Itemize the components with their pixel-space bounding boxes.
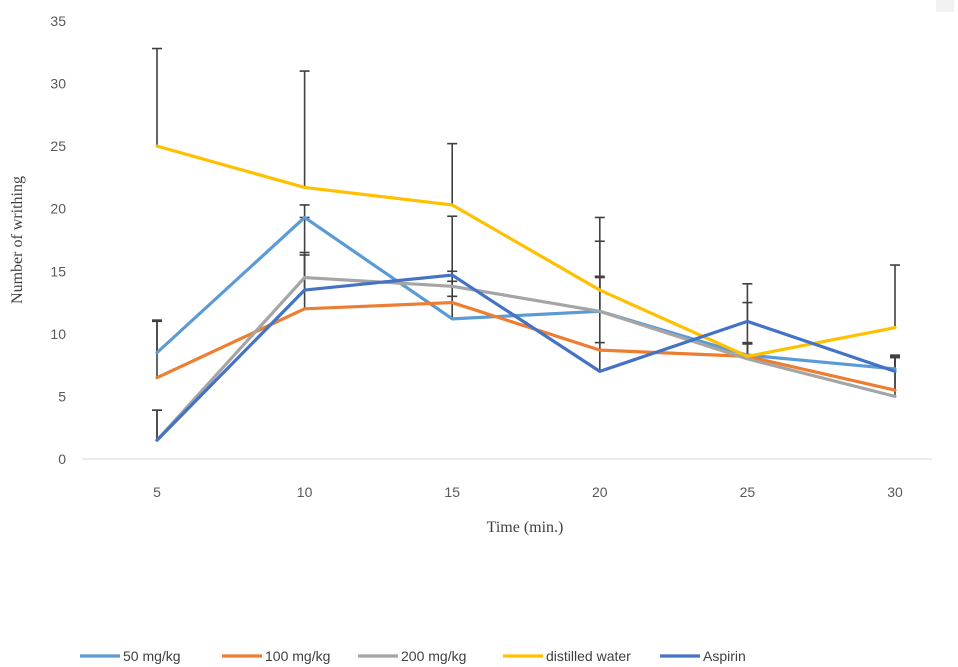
error-bars-group <box>152 47 900 441</box>
legend-label: Aspirin <box>703 648 746 664</box>
legend-item: 200 mg/kg <box>358 648 466 664</box>
legend-label: distilled water <box>546 648 631 664</box>
series-line <box>155 300 897 392</box>
y-tick-label: 25 <box>50 138 66 154</box>
legend-label: 100 mg/kg <box>265 648 330 664</box>
series-line <box>155 144 897 358</box>
y-tick-label: 20 <box>50 201 66 217</box>
legend-label: 200 mg/kg <box>401 648 466 664</box>
x-tick-label: 10 <box>297 484 313 500</box>
legend-item: distilled water <box>503 648 631 664</box>
series-line <box>155 273 897 442</box>
y-tick-label: 0 <box>58 451 66 467</box>
legend: 50 mg/kg 100 mg/kg 200 mg/kg distilled wate… <box>80 648 746 664</box>
y-tick-label: 30 <box>50 76 66 92</box>
y-tick-label: 10 <box>50 326 66 342</box>
x-tick-label: 5 <box>153 484 161 500</box>
x-tick-label: 20 <box>592 484 608 500</box>
x-axis-title: Time (min.) <box>487 519 564 536</box>
y-tick-label: 5 <box>58 388 66 404</box>
x-tick-label: 25 <box>740 484 756 500</box>
corner-artifact <box>936 0 954 12</box>
legend-item: 100 mg/kg <box>222 648 330 664</box>
x-tick-label: 15 <box>444 484 460 500</box>
legend-item: Aspirin <box>660 648 746 664</box>
series-line <box>155 275 897 442</box>
y-tick-label: 35 <box>50 13 66 29</box>
y-axis-title: Number of writhing <box>9 176 26 304</box>
legend-item: 50 mg/kg <box>80 648 181 664</box>
y-axis-tick-labels: 0 5 10 15 20 25 30 35 <box>50 13 66 467</box>
y-tick-label: 15 <box>50 263 66 279</box>
legend-label: 50 mg/kg <box>123 648 181 664</box>
series-lines-group <box>155 144 897 442</box>
x-axis-tick-labels: 5 10 15 20 25 30 <box>153 484 903 500</box>
series-line <box>155 215 897 371</box>
x-tick-label: 30 <box>887 484 903 500</box>
